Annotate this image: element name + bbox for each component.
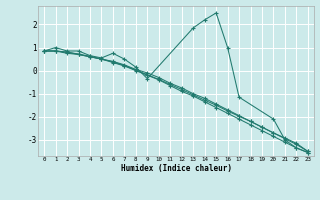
X-axis label: Humidex (Indice chaleur): Humidex (Indice chaleur) xyxy=(121,164,231,173)
